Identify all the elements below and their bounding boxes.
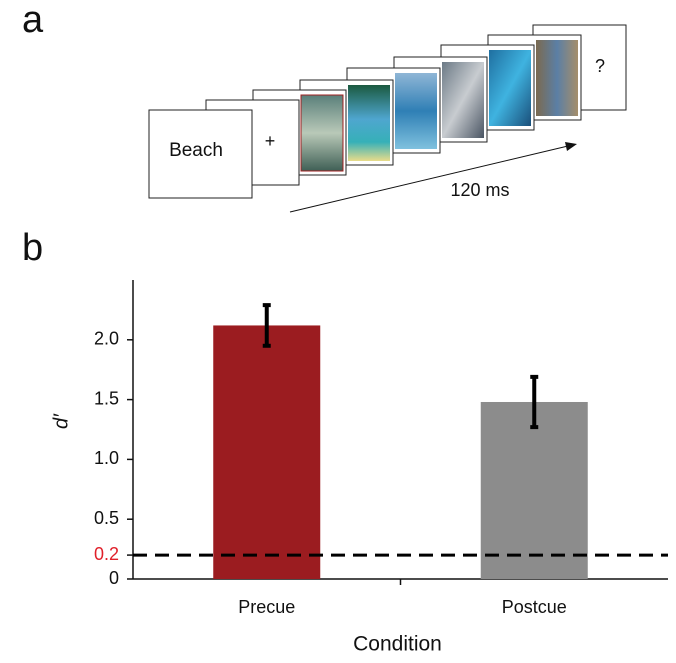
- image: [536, 40, 578, 116]
- x-tick-label: Precue: [238, 597, 295, 617]
- fixation-cross: +: [265, 131, 276, 151]
- bar-chart: 0 0.2 0.5 1.0 1.5 2.0 Precue Postcue d′ Condition: [50, 280, 668, 656]
- panel-label: b: [22, 227, 43, 269]
- probe-mark: ?: [595, 56, 605, 76]
- arrow-label: 120 ms: [450, 180, 509, 200]
- y-tick-label: 0.2: [94, 544, 119, 564]
- y-tick-label: 1.5: [94, 388, 119, 408]
- y-axis-label: d′: [50, 413, 72, 429]
- x-axis-label: Condition: [353, 633, 442, 656]
- time-arrow: [289, 145, 569, 213]
- arrow-head: [565, 142, 577, 151]
- trial-sequence: ? + Beach 120 ms: [148, 24, 627, 213]
- cue-word: Beach: [169, 140, 223, 161]
- frame: [148, 109, 253, 199]
- image: [300, 94, 344, 172]
- bar: [213, 325, 321, 579]
- x-tick-label: Postcue: [502, 597, 567, 617]
- image: [442, 62, 484, 138]
- y-tick-label: 2.0: [94, 329, 119, 349]
- y-tick-label: 0: [109, 568, 119, 588]
- image: [489, 50, 531, 126]
- image: [395, 73, 437, 149]
- y-tick-label: 0.5: [94, 508, 119, 528]
- y-tick-label: 1.0: [94, 448, 119, 468]
- image: [348, 85, 390, 161]
- bar: [480, 401, 588, 579]
- panel-label: a: [22, 0, 44, 41]
